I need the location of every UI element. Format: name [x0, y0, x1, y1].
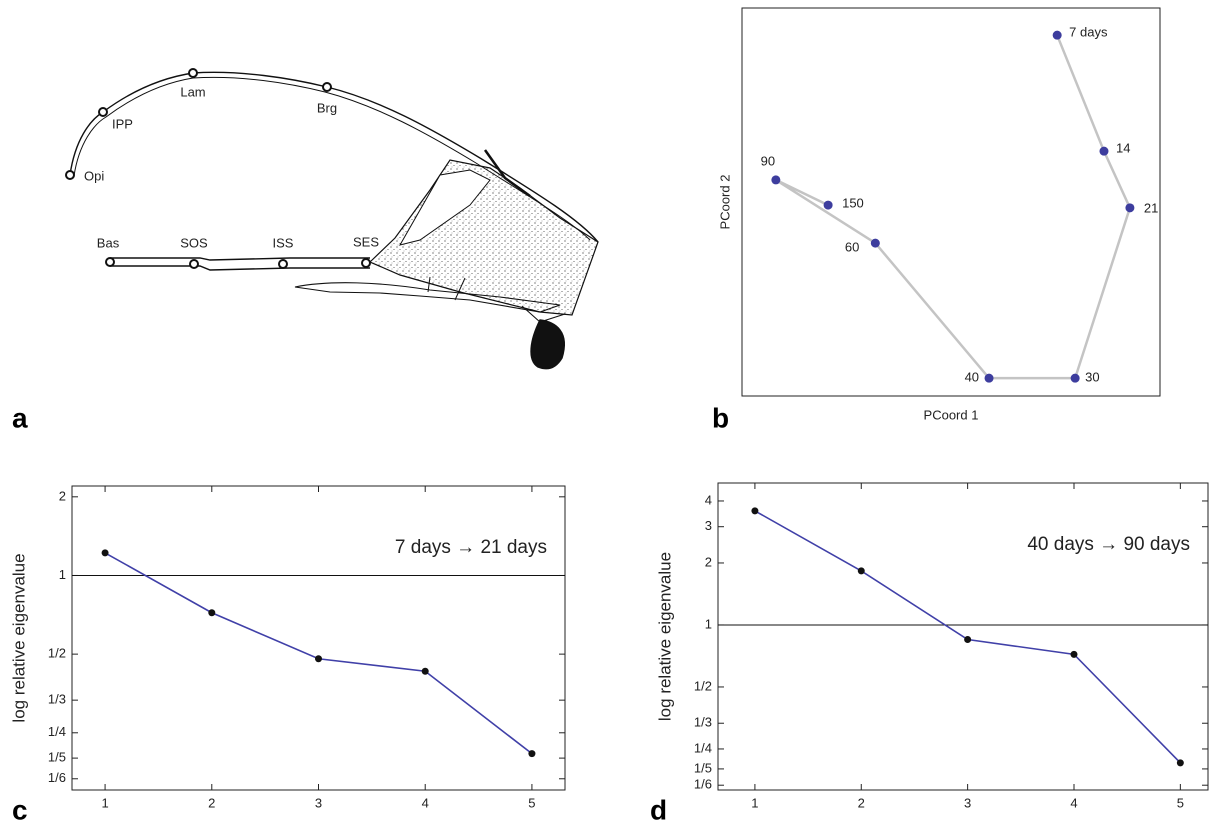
landmark-label: Bas	[97, 235, 120, 250]
y-tick-label: 1/2	[48, 646, 66, 661]
panel-letter: c	[12, 794, 28, 822]
marker	[101, 549, 109, 557]
point-label: 21	[1144, 200, 1158, 215]
landmark	[188, 68, 198, 78]
point-label: 30	[1085, 370, 1099, 385]
landmark-label: Opi	[84, 168, 104, 183]
plot-frame	[71, 485, 566, 791]
landmark	[322, 82, 332, 92]
landmark-label: IPP	[112, 116, 133, 131]
skull-drawing	[69, 71, 599, 370]
y-tick-label: 1/4	[48, 724, 66, 739]
annotation: 7 days → 21 days	[395, 537, 547, 558]
panel-letter: b	[712, 402, 729, 433]
y-tick-label: 1	[59, 567, 66, 582]
point	[1125, 203, 1135, 213]
marker	[751, 507, 759, 515]
point	[823, 200, 833, 210]
landmark	[98, 107, 108, 117]
point-label: 7 days	[1069, 25, 1108, 40]
landmark-label: Brg	[317, 100, 337, 115]
x-tick-label: 2	[208, 795, 215, 810]
landmark-label: ISS	[273, 235, 294, 250]
marker	[208, 609, 216, 617]
marker	[964, 635, 972, 643]
x-axis-label: PCoord 1	[924, 407, 979, 422]
point	[771, 175, 781, 185]
y-tick-label: 2	[59, 488, 66, 503]
point	[984, 373, 994, 383]
landmark	[278, 259, 288, 269]
x-tick-label: 3	[964, 795, 971, 810]
panel-letter: d	[650, 794, 667, 822]
y-tick-label: 1/5	[694, 760, 712, 775]
y-axis-label: log relative eigenvalue	[655, 552, 674, 721]
plot-frame	[717, 482, 1209, 791]
point	[1052, 30, 1062, 40]
y-tick-label: 1/3	[48, 692, 66, 707]
landmark-label: SES	[353, 234, 379, 249]
marker	[1070, 650, 1078, 658]
y-tick-label: 1/2	[694, 678, 712, 693]
landmark	[105, 257, 115, 267]
y-tick-label: 4	[705, 492, 712, 507]
x-tick-label: 4	[1070, 795, 1077, 810]
y-axis-label: log relative eigenvalue	[9, 553, 28, 722]
point	[1070, 373, 1080, 383]
point-label: 40	[965, 370, 979, 385]
x-tick-label: 4	[422, 795, 429, 810]
point-label: 90	[761, 153, 775, 168]
y-tick-label: 1/3	[694, 715, 712, 730]
landmark-label: SOS	[180, 235, 208, 250]
point	[870, 238, 880, 248]
y-tick-label: 2	[705, 554, 712, 569]
marker	[857, 567, 865, 575]
x-tick-label: 1	[751, 795, 758, 810]
y-tick-label: 1/6	[48, 770, 66, 785]
data-line	[104, 552, 533, 755]
x-tick-label: 1	[101, 795, 108, 810]
x-tick-label: 2	[858, 795, 865, 810]
landmark-label: Lam	[180, 84, 205, 99]
x-tick-label: 5	[1177, 795, 1184, 810]
point	[1099, 146, 1109, 156]
x-tick-label: 3	[315, 795, 322, 810]
landmark	[189, 259, 199, 269]
y-axis-label: PCoord 2	[717, 175, 732, 230]
plot-frame	[741, 7, 1161, 397]
landmark	[65, 170, 75, 180]
annotation: 40 days → 90 days	[1027, 534, 1190, 555]
point-label: 150	[842, 196, 864, 211]
marker	[528, 750, 536, 758]
marker	[421, 667, 429, 675]
y-tick-label: 1/6	[694, 777, 712, 792]
y-tick-label: 3	[705, 518, 712, 533]
landmark	[361, 258, 371, 268]
x-tick-label: 5	[528, 795, 535, 810]
y-tick-label: 1	[705, 616, 712, 631]
marker	[315, 655, 322, 663]
y-tick-label: 1/4	[694, 740, 712, 755]
point-label: 60	[845, 240, 859, 255]
connecting-line	[775, 34, 1132, 380]
marker	[1176, 759, 1184, 767]
panel-letter: a	[12, 402, 28, 433]
y-tick-label: 1/5	[48, 750, 66, 765]
point-label: 14	[1116, 141, 1130, 156]
